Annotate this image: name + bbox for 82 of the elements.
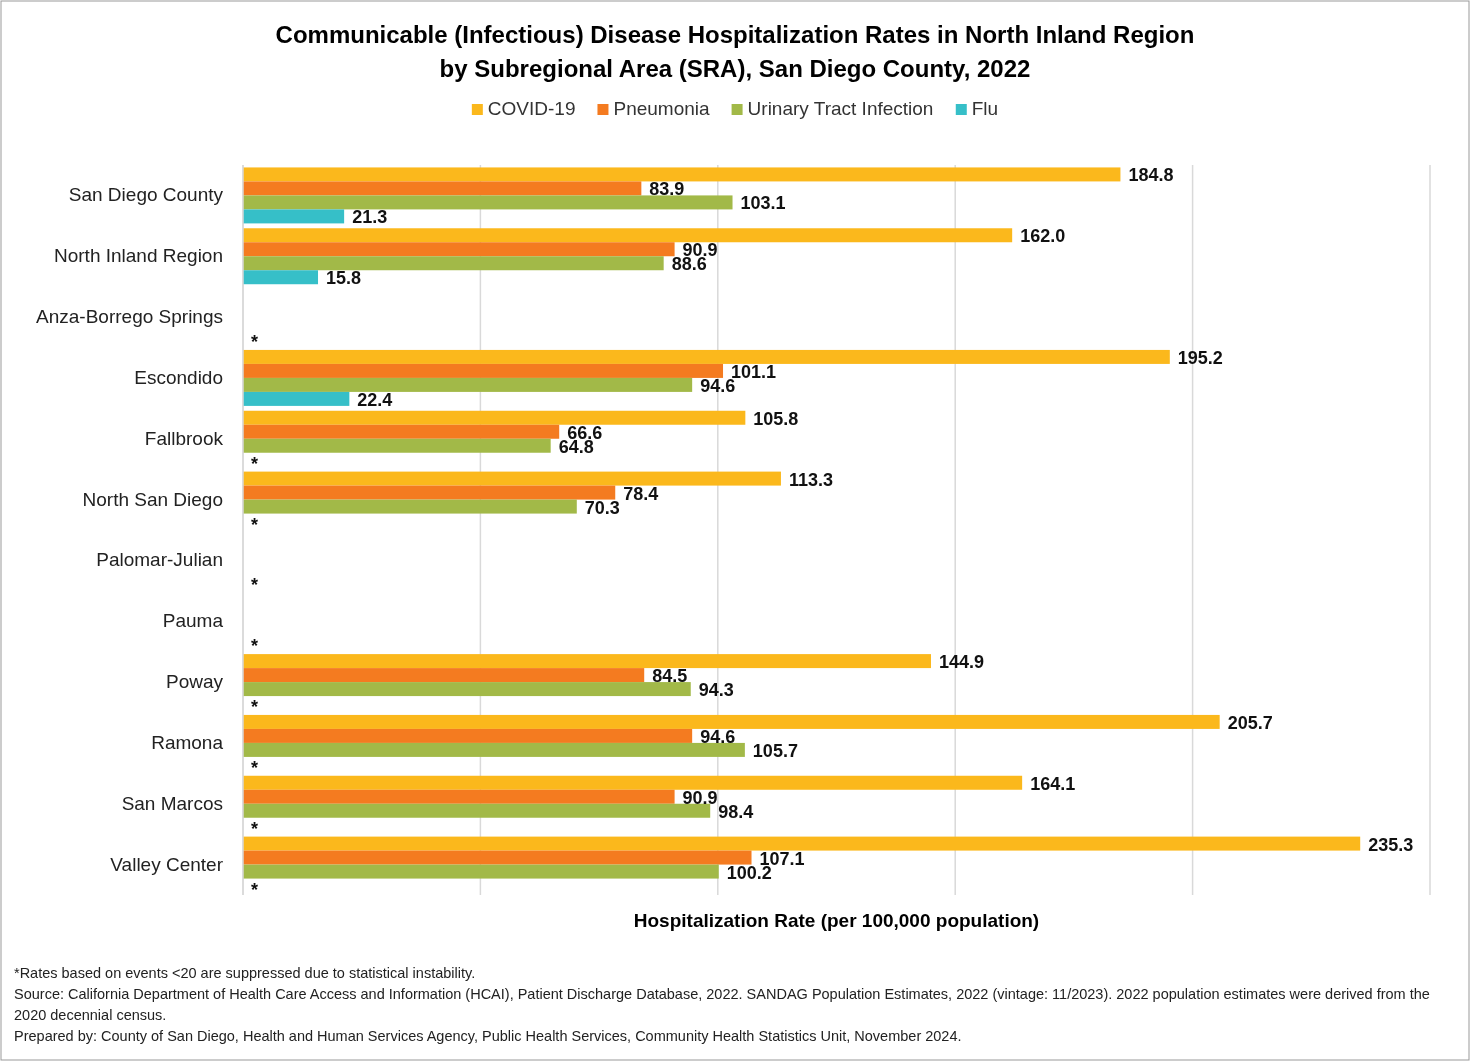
data-label: 70.3 <box>584 497 620 518</box>
bar <box>243 377 693 392</box>
bar <box>243 391 350 406</box>
bar <box>243 438 551 453</box>
bar <box>243 728 693 743</box>
bar <box>243 363 724 378</box>
data-label: 103.1 <box>740 193 786 214</box>
bar <box>243 181 642 196</box>
y-tick-label: North Inland Region <box>54 245 223 267</box>
bar <box>243 850 752 865</box>
text: * <box>251 575 259 596</box>
x-axis-title: Hospitalization Rate (per 100,000 population) <box>633 910 1040 931</box>
bar <box>243 167 1121 182</box>
bar <box>243 499 577 514</box>
data-label: 22.4 <box>357 389 393 410</box>
y-tick-label: North San Diego <box>82 488 223 510</box>
bar <box>243 256 664 271</box>
data-label: 78.4 <box>623 483 659 504</box>
text: * <box>251 879 259 900</box>
data-label: 164.1 <box>1030 773 1076 794</box>
y-tick-label: Anza-Borrego Springs <box>36 306 223 328</box>
text: * <box>251 514 259 535</box>
bar <box>243 654 931 669</box>
data-label: 105.7 <box>752 740 798 761</box>
bar <box>243 228 1013 243</box>
bar <box>243 714 1220 729</box>
y-tick-label: San Diego County <box>68 184 224 206</box>
bar <box>243 195 733 210</box>
bar <box>243 485 616 500</box>
data-label: 144.9 <box>938 652 985 673</box>
bar <box>243 209 345 224</box>
text: *Rates based on events <20 are suppressed due to statistical instability. <box>14 965 476 981</box>
y-tick-label: Pauma <box>162 610 224 632</box>
source-note: Source: California Department of Health Care Access and Information (HCAI), Patient Discharge Database, 2022. SANDAG Population Estimates, 2022 (vintage: 11/2023). 2022 population estimates were derived from the 2020 decennial census. <box>14 986 1430 1023</box>
bar <box>243 424 560 439</box>
data-label: 195.2 <box>1177 347 1223 368</box>
data-label: 84.5 <box>652 666 688 687</box>
legend-label: Urinary Tract Infection <box>747 98 934 119</box>
text: * <box>251 453 259 474</box>
bar <box>243 803 711 818</box>
y-tick-label: Escondido <box>134 366 223 388</box>
bar <box>243 775 1023 790</box>
data-label: 83.9 <box>649 179 685 200</box>
bar <box>243 864 719 879</box>
y-tick-label: Palomar-Julian <box>96 549 223 571</box>
data-label: 184.8 <box>1128 165 1174 186</box>
data-label: 162.0 <box>1020 226 1066 247</box>
data-label: 98.4 <box>718 801 754 822</box>
y-tick-label: Poway <box>165 671 224 693</box>
y-tick-label: San Marcos <box>121 792 223 814</box>
bar <box>243 742 745 757</box>
bar <box>243 410 746 425</box>
bar <box>243 789 675 804</box>
data-label: 205.7 <box>1227 712 1273 733</box>
data-label: 235.3 <box>1368 834 1414 855</box>
text: * <box>251 818 259 839</box>
data-label: 94.6 <box>700 726 736 747</box>
bar <box>243 349 1170 364</box>
legend-label: Pneumonia <box>613 98 711 119</box>
text: Prepared by: County of San Diego, Health and Human Services Agency, Public Health Services, Community Health Statistics Unit, November 2024. <box>14 1028 962 1044</box>
bar <box>243 242 675 257</box>
bar <box>243 270 319 285</box>
legend-label: COVID-19 <box>487 98 576 119</box>
legend-label: Flu <box>971 98 999 119</box>
text: * <box>251 697 259 718</box>
bar <box>243 836 1361 851</box>
text: * <box>251 757 259 778</box>
text: * <box>251 636 259 657</box>
data-label: 15.8 <box>326 268 362 289</box>
bar <box>243 668 645 683</box>
data-label: 21.3 <box>352 207 388 228</box>
chart-title: Communicable (Infectious) Disease Hospitalization Rates in North Inland Region by Subregional Area (SRA), San Diego County, 2022 <box>275 21 1195 82</box>
bar <box>243 682 691 697</box>
bar <box>243 471 781 486</box>
text: * <box>251 332 259 353</box>
y-tick-label: Ramona <box>151 731 224 753</box>
data-label: 94.3 <box>698 680 734 701</box>
data-label: 90.9 <box>682 787 718 808</box>
y-tick-label: Fallbrook <box>144 427 224 449</box>
data-label: 113.3 <box>788 469 834 490</box>
data-label: 105.8 <box>753 408 799 429</box>
y-tick-label: Valley Center <box>110 853 224 875</box>
